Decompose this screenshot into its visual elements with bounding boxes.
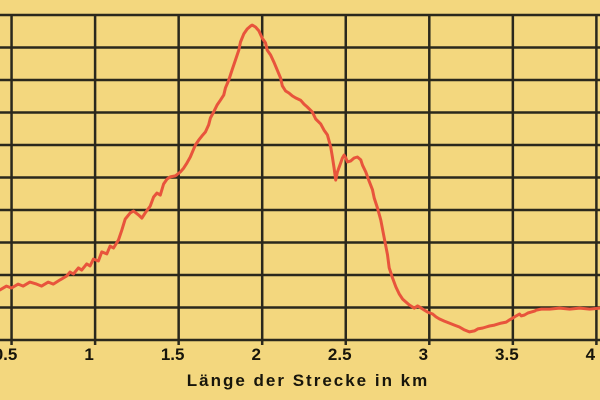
elevation-profile-line bbox=[0, 23, 600, 334]
horizontal-gridlines bbox=[0, 13, 600, 342]
x-tick-label-2.5: 2.5 bbox=[327, 345, 352, 364]
x-tick-label-4: 4 bbox=[585, 345, 596, 364]
x-tick-label-0.5: 0.5 bbox=[0, 345, 18, 364]
x-tick-label-1: 1 bbox=[84, 345, 94, 364]
vertical-gridlines bbox=[10, 15, 598, 345]
x-tick-label-3: 3 bbox=[418, 345, 429, 364]
x-axis-title: Länge der Strecke in km bbox=[186, 371, 430, 390]
x-tick-label-2: 2 bbox=[251, 345, 261, 364]
x-tick-label-3.5: 3.5 bbox=[495, 345, 519, 364]
x-tick-label-1.5: 1.5 bbox=[160, 345, 185, 364]
